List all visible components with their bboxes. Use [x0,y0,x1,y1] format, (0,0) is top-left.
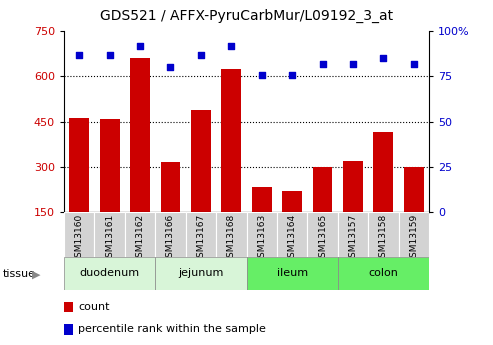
Bar [186,212,216,257]
Text: GSM13163: GSM13163 [257,214,266,263]
Text: GSM13159: GSM13159 [409,214,418,263]
Text: GSM13168: GSM13168 [227,214,236,263]
Point [75,52,83,57]
Bar [191,110,211,212]
Text: duodenum: duodenum [80,268,140,278]
Bar [343,161,363,212]
Text: ileum: ileum [277,268,308,278]
Bar [373,132,393,212]
Text: colon: colon [368,268,398,278]
Text: count: count [78,302,109,312]
Text: GSM13160: GSM13160 [75,214,84,263]
Point [380,56,387,61]
Bar [161,162,180,212]
Text: ▶: ▶ [32,269,40,279]
Point [167,65,175,70]
Bar [338,257,429,290]
Bar [277,212,307,257]
Bar [246,257,338,290]
Point [288,72,296,77]
Bar [216,212,246,257]
Bar [125,212,155,257]
Bar [313,168,332,212]
Bar [307,212,338,257]
Point [227,43,235,48]
Bar [155,212,186,257]
Bar [338,212,368,257]
Text: GSM13158: GSM13158 [379,214,388,263]
Bar [70,118,89,212]
Text: GSM13164: GSM13164 [287,214,297,263]
Bar [130,58,150,212]
Bar [368,212,398,257]
Text: GSM13162: GSM13162 [136,214,144,263]
Bar [252,187,272,212]
Text: GSM13167: GSM13167 [196,214,206,263]
Bar [64,257,155,290]
Bar [404,168,423,212]
Bar [64,212,95,257]
Point [106,52,113,57]
Text: GSM13161: GSM13161 [105,214,114,263]
Text: jejunum: jejunum [178,268,224,278]
Bar [95,212,125,257]
Text: GSM13166: GSM13166 [166,214,175,263]
Point [197,52,205,57]
Bar [155,257,246,290]
Text: GSM13165: GSM13165 [318,214,327,263]
Bar [221,69,241,212]
Point [410,61,418,67]
Text: tissue: tissue [2,269,35,279]
Point [258,72,266,77]
Bar [100,119,120,212]
Text: GSM13157: GSM13157 [349,214,357,263]
Text: percentile rank within the sample: percentile rank within the sample [78,325,266,334]
Point [349,61,357,67]
Point [136,43,144,48]
Bar [282,191,302,212]
Bar [246,212,277,257]
Point [318,61,326,67]
Text: GDS521 / AFFX-PyruCarbMur/L09192_3_at: GDS521 / AFFX-PyruCarbMur/L09192_3_at [100,9,393,23]
Bar [398,212,429,257]
